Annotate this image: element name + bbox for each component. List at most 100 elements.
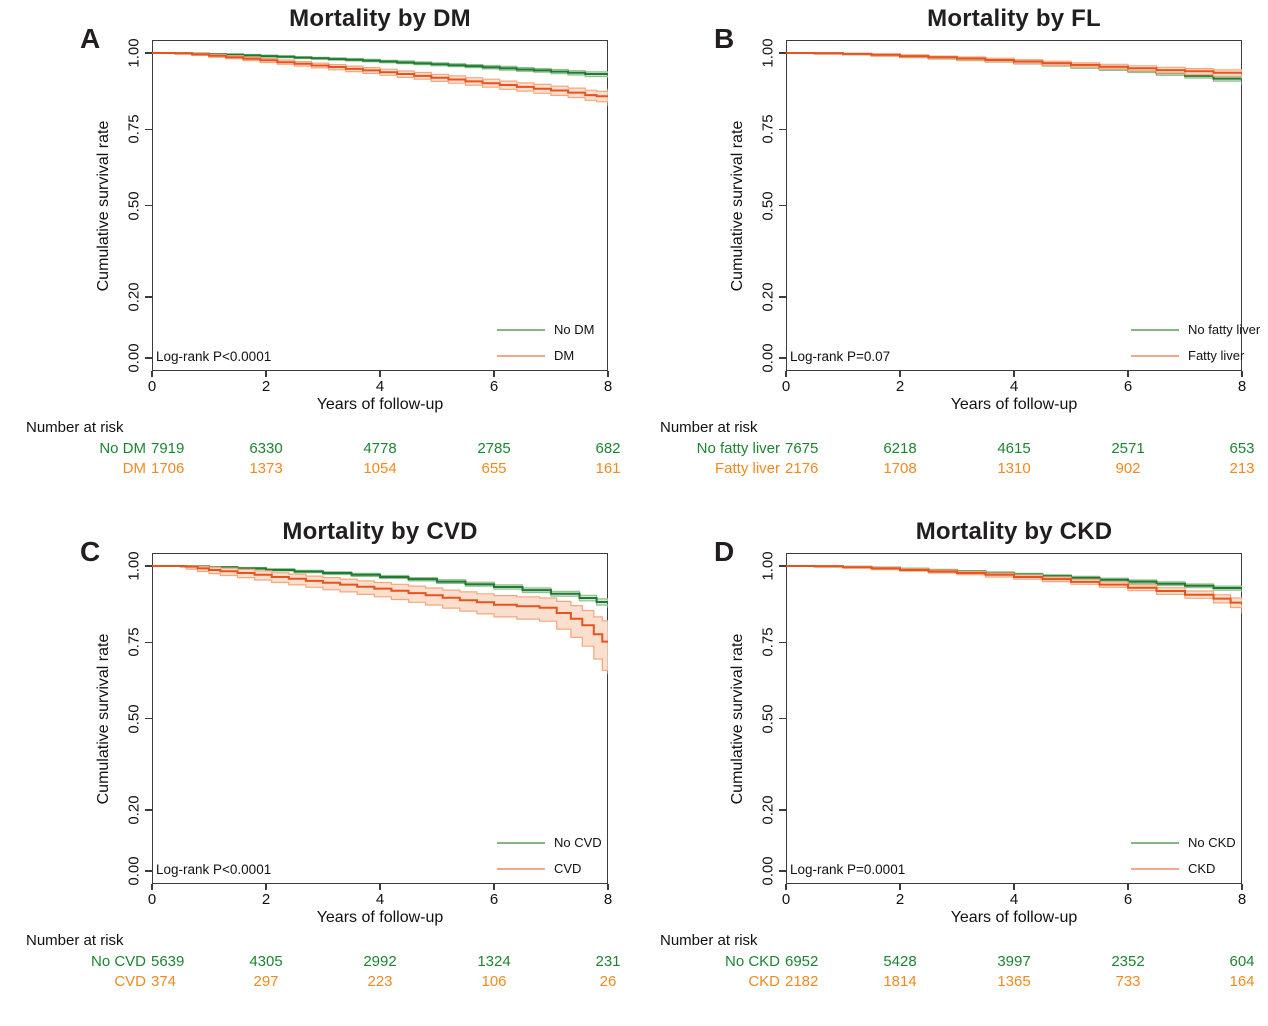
legend-line-orange — [497, 355, 545, 357]
legend-label: No DM — [554, 322, 595, 337]
y-tick-mark — [145, 809, 152, 811]
legend-line-green — [1131, 842, 1179, 844]
x-tick-label: 6 — [1123, 891, 1133, 908]
risk-count: 1324 — [477, 953, 511, 970]
risk-count: 653 — [1229, 440, 1255, 457]
risk-row-label: No DM — [99, 440, 146, 457]
survival-curves — [786, 52, 1242, 85]
x-tick-label: 8 — [1237, 891, 1247, 908]
x-tick-label: 0 — [781, 891, 791, 908]
risk-count: 3997 — [997, 953, 1031, 970]
y-tick-mark — [779, 565, 786, 567]
legend-line-orange — [497, 868, 545, 870]
x-axis-label: Years of follow-up — [316, 909, 444, 926]
y-axis-label: Cumulative survival rate — [95, 633, 112, 804]
x-tick-mark — [493, 884, 495, 890]
y-tick-mark — [779, 809, 786, 811]
x-tick-label: 4 — [1009, 378, 1019, 395]
risk-count: 2785 — [477, 440, 511, 457]
y-tick-mark — [779, 128, 786, 130]
y-tick-label: 1.00 — [759, 38, 777, 68]
panel-title: Mortality by DM — [289, 5, 471, 32]
x-tick-mark — [899, 884, 901, 890]
y-tick-label: 0.50 — [125, 190, 143, 221]
risk-count: 604 — [1229, 953, 1255, 970]
fatty-liver-survival-line — [786, 52, 1242, 75]
x-tick-mark — [379, 371, 381, 377]
y-tick-mark — [145, 870, 152, 872]
y-tick-mark — [779, 357, 786, 359]
survival-curves — [152, 565, 608, 675]
cvd-ci-upper — [152, 565, 608, 622]
legend-line-green — [1131, 329, 1179, 331]
y-tick-mark — [145, 204, 152, 207]
legend-label: No CKD — [1188, 835, 1236, 850]
x-tick-mark — [1013, 371, 1015, 377]
risk-count: 223 — [367, 973, 393, 990]
y-tick-mark — [145, 128, 152, 130]
x-tick-label: 2 — [895, 891, 905, 908]
legend-label: No fatty liver — [1188, 322, 1261, 337]
risk-count: 655 — [481, 460, 507, 477]
risk-count: 682 — [595, 440, 621, 457]
panel-letter: D — [714, 536, 735, 567]
y-tick-mark — [779, 296, 786, 298]
y-tick-label: 0.75 — [125, 627, 143, 657]
risk-count: 1373 — [249, 460, 283, 477]
risk-count: 4778 — [363, 440, 397, 457]
risk-count: 7675 — [785, 440, 819, 457]
logrank-pvalue: Log-rank P<0.0001 — [156, 862, 272, 877]
y-tick-label: 1.00 — [125, 38, 143, 68]
logrank-pvalue: Log-rank P=0.0001 — [790, 862, 906, 877]
y-tick-mark — [779, 204, 786, 207]
x-axis-label: Years of follow-up — [950, 396, 1078, 413]
y-tick-mark — [779, 870, 786, 872]
risk-row-label: CKD — [748, 973, 780, 990]
risk-count: 213 — [1229, 460, 1255, 477]
y-tick-label: 0.00 — [759, 343, 777, 373]
y-tick-mark — [779, 641, 786, 643]
y-tick-label: 0.00 — [759, 856, 777, 886]
y-tick-label: 0.50 — [759, 190, 777, 221]
y-tick-mark — [145, 565, 152, 567]
cvd-survival-line — [152, 565, 608, 643]
legend-label: Fatty liver — [1188, 348, 1245, 363]
y-tick-label: 1.00 — [759, 551, 777, 581]
y-tick-label: 0.20 — [759, 795, 777, 825]
x-tick-mark — [1241, 371, 1243, 377]
x-tick-label: 2 — [261, 378, 271, 395]
y-tick-label: 0.00 — [125, 343, 143, 373]
x-tick-mark — [607, 371, 609, 377]
x-tick-mark — [493, 371, 495, 377]
risk-count: 5639 — [151, 953, 185, 970]
risk-count: 6330 — [249, 440, 283, 457]
risk-count: 902 — [1115, 460, 1141, 477]
y-tick-label: 0.75 — [759, 114, 777, 144]
no-dm-survival-line — [152, 52, 608, 76]
risk-row-label: Fatty liver — [714, 460, 780, 477]
x-tick-mark — [1241, 884, 1243, 890]
plot-frame — [152, 40, 608, 371]
y-axis-label: Cumulative survival rate — [95, 120, 112, 291]
y-tick-mark — [145, 717, 152, 720]
risk-count: 733 — [1115, 973, 1141, 990]
plot-frame — [786, 553, 1242, 884]
risk-count: 1708 — [883, 460, 917, 477]
x-tick-mark — [899, 371, 901, 377]
x-tick-label: 0 — [147, 378, 157, 395]
risk-count: 164 — [1229, 973, 1255, 990]
panel-d-mortality-by-ckd: Mortality by CKD D Cumulative survival rat… — [634, 513, 1268, 1026]
x-tick-label: 2 — [895, 378, 905, 395]
legend-label: DM — [554, 348, 575, 363]
risk-count: 2182 — [785, 973, 819, 990]
risk-count: 1706 — [151, 460, 185, 477]
risk-row-label: DM — [122, 460, 146, 477]
x-tick-label: 8 — [603, 891, 613, 908]
panel-a-mortality-by-dm: Mortality by DM A Cumulative survival rate… — [0, 0, 634, 513]
x-axis-label: Years of follow-up — [316, 396, 444, 413]
legend-line-green — [497, 842, 545, 844]
panel-letter: A — [80, 23, 101, 54]
legend-label: CKD — [1188, 861, 1216, 876]
y-tick-label: 0.20 — [759, 282, 777, 312]
risk-count: 1365 — [997, 973, 1031, 990]
